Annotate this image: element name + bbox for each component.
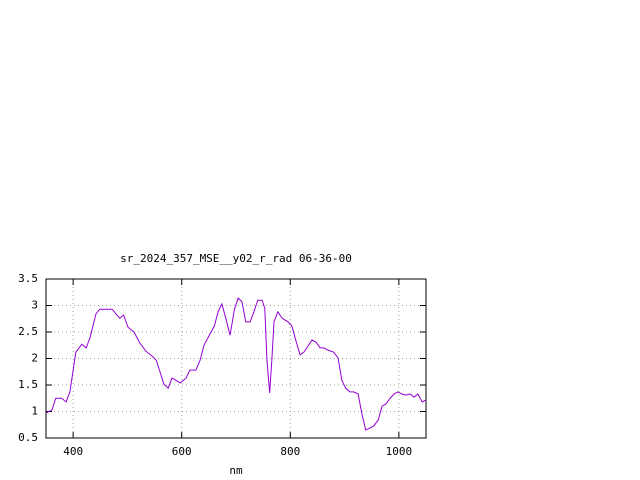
x-tick-label: 600 xyxy=(172,445,192,458)
y-tick-label: 0.5 xyxy=(18,431,38,444)
y-tick-label: 3 xyxy=(31,299,38,312)
y-tick-label: 2 xyxy=(31,352,38,365)
y-tick-label: 1.5 xyxy=(18,378,38,391)
chart-title: sr_2024_357_MSE__y02_r_rad 06-36-00 xyxy=(120,252,352,265)
y-tick-label: 3.5 xyxy=(18,272,38,285)
y-tick-label: 2.5 xyxy=(18,325,38,338)
plot-border xyxy=(45,278,427,439)
x-axis-label: nm xyxy=(229,464,243,477)
data-line xyxy=(45,297,427,431)
x-tick-label: 800 xyxy=(280,445,300,458)
x-tick-label: 400 xyxy=(63,445,83,458)
y-tick-label: 1 xyxy=(31,405,38,418)
x-tick-label: 1000 xyxy=(386,445,413,458)
